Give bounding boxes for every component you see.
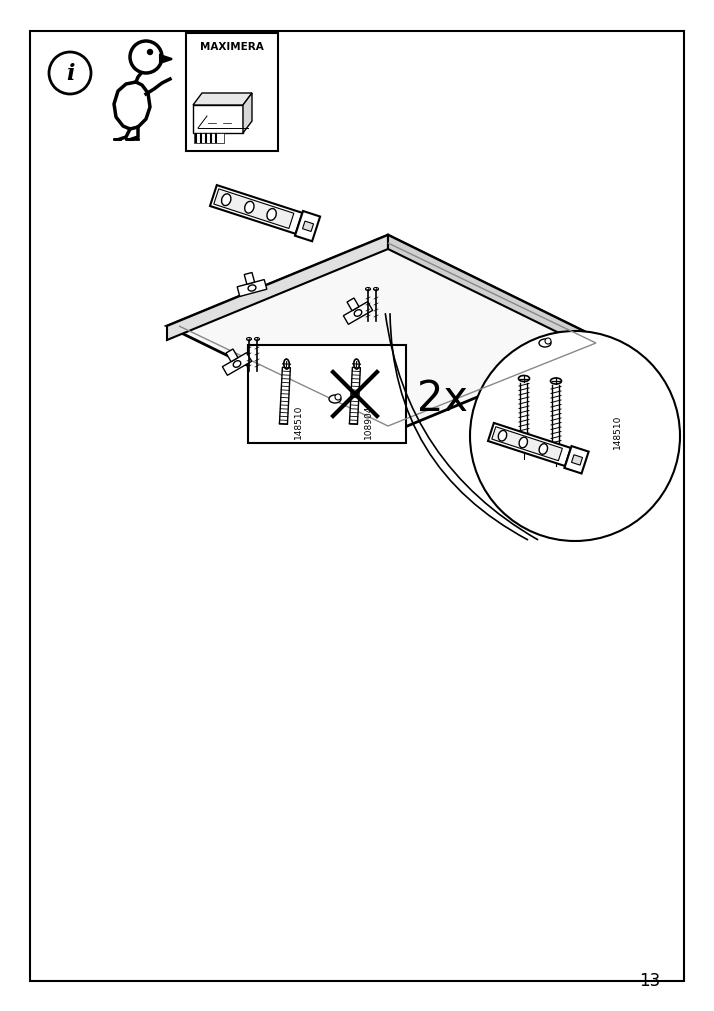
Polygon shape bbox=[114, 83, 150, 129]
Ellipse shape bbox=[254, 338, 259, 341]
Bar bbox=[186, 34, 278, 152]
Circle shape bbox=[545, 339, 551, 345]
Ellipse shape bbox=[283, 360, 289, 370]
Ellipse shape bbox=[329, 395, 341, 403]
Polygon shape bbox=[213, 190, 294, 229]
Polygon shape bbox=[349, 368, 361, 425]
Text: i: i bbox=[66, 63, 74, 85]
Ellipse shape bbox=[246, 338, 251, 341]
Text: 108904: 108904 bbox=[363, 404, 373, 439]
Ellipse shape bbox=[498, 431, 507, 442]
Polygon shape bbox=[343, 302, 373, 325]
Ellipse shape bbox=[539, 444, 548, 455]
Polygon shape bbox=[488, 424, 571, 466]
Ellipse shape bbox=[267, 209, 276, 221]
Ellipse shape bbox=[519, 438, 528, 448]
Polygon shape bbox=[222, 353, 251, 376]
Polygon shape bbox=[279, 368, 291, 425]
Circle shape bbox=[49, 53, 91, 95]
Polygon shape bbox=[160, 56, 172, 64]
Circle shape bbox=[470, 332, 680, 542]
Polygon shape bbox=[243, 94, 252, 133]
Polygon shape bbox=[226, 350, 238, 362]
Polygon shape bbox=[295, 211, 320, 242]
Ellipse shape bbox=[550, 378, 561, 384]
Circle shape bbox=[335, 394, 341, 400]
Ellipse shape bbox=[221, 195, 231, 206]
Ellipse shape bbox=[245, 202, 254, 214]
Ellipse shape bbox=[518, 376, 530, 382]
Ellipse shape bbox=[354, 360, 359, 370]
Polygon shape bbox=[237, 280, 267, 297]
Polygon shape bbox=[244, 273, 255, 285]
Circle shape bbox=[148, 51, 153, 56]
Circle shape bbox=[130, 42, 162, 74]
Ellipse shape bbox=[539, 340, 551, 348]
Ellipse shape bbox=[373, 288, 378, 291]
Polygon shape bbox=[193, 106, 243, 133]
Polygon shape bbox=[388, 236, 608, 358]
Polygon shape bbox=[167, 236, 388, 341]
Ellipse shape bbox=[233, 361, 241, 368]
Ellipse shape bbox=[354, 310, 362, 317]
Polygon shape bbox=[167, 236, 608, 435]
Ellipse shape bbox=[248, 286, 256, 292]
Bar bbox=[248, 346, 406, 444]
Text: 148510: 148510 bbox=[613, 415, 621, 449]
Polygon shape bbox=[571, 455, 583, 466]
Text: 148510: 148510 bbox=[293, 404, 303, 439]
Polygon shape bbox=[303, 221, 313, 233]
Polygon shape bbox=[210, 186, 303, 235]
Bar bbox=[194, 133, 224, 144]
Text: MAXIMERA: MAXIMERA bbox=[200, 42, 264, 52]
Polygon shape bbox=[347, 298, 359, 311]
Polygon shape bbox=[492, 428, 563, 461]
Ellipse shape bbox=[366, 288, 371, 291]
Text: 13: 13 bbox=[639, 971, 660, 989]
Polygon shape bbox=[193, 94, 252, 106]
Text: 2x: 2x bbox=[417, 378, 468, 420]
Polygon shape bbox=[565, 447, 588, 474]
